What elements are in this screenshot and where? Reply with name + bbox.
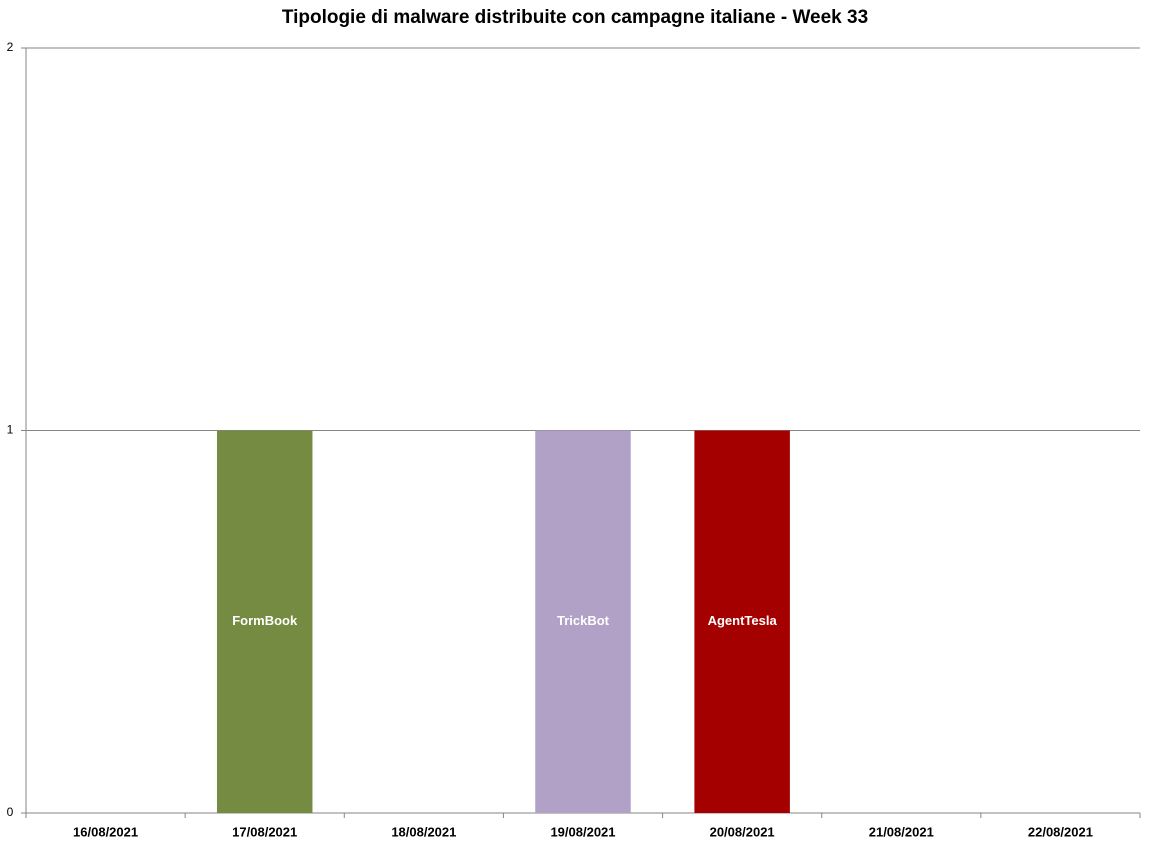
bar-label: FormBook — [232, 613, 298, 628]
bar-label: TrickBot — [557, 613, 610, 628]
x-tick-label: 22/08/2021 — [1028, 824, 1093, 839]
y-tick-label: 2 — [7, 40, 14, 54]
chart-title: Tipologie di malware distribuite con cam… — [282, 7, 868, 28]
x-tick-label: 19/08/2021 — [550, 824, 615, 839]
bar — [535, 430, 631, 813]
y-tick-label: 0 — [7, 805, 14, 819]
x-tick-label: 17/08/2021 — [232, 824, 297, 839]
bar — [216, 430, 313, 813]
x-tick-label: 21/08/2021 — [869, 824, 934, 839]
x-tick-label: 18/08/2021 — [391, 824, 456, 839]
x-tick-label: 16/08/2021 — [73, 824, 138, 839]
y-tick-label: 1 — [7, 423, 14, 437]
bar — [694, 430, 790, 813]
bar-label: AgentTesla — [708, 613, 778, 628]
x-tick-label: 20/08/2021 — [710, 824, 775, 839]
